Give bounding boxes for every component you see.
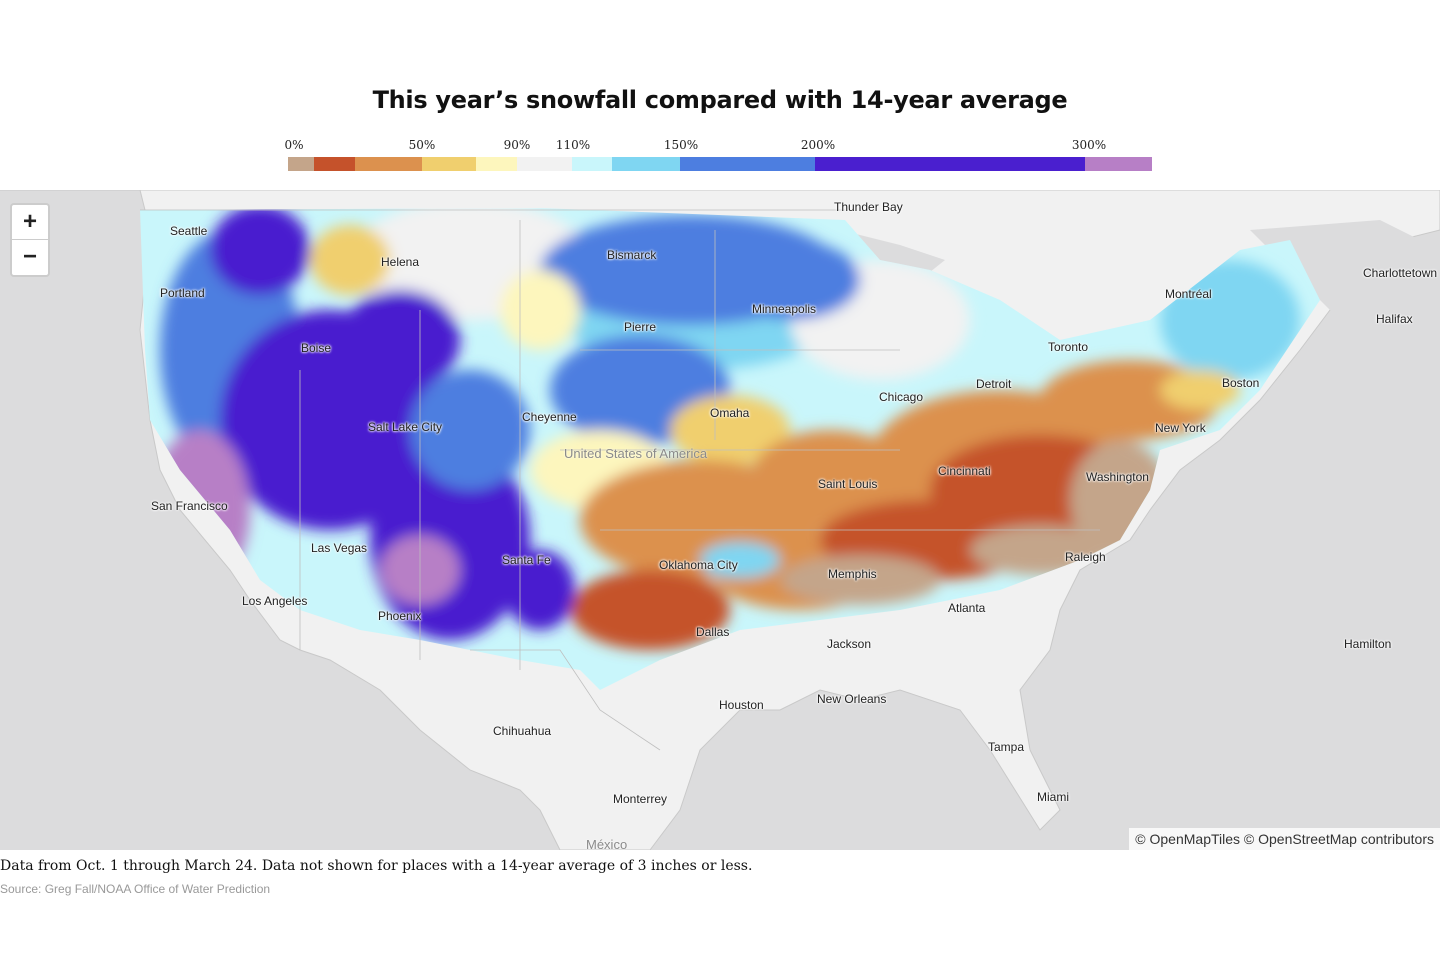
- city-label: Salt Lake City: [368, 420, 443, 434]
- legend-label-150: 150%: [663, 138, 699, 152]
- city-label: Seattle: [170, 224, 208, 238]
- borders: [140, 209, 1100, 751]
- city-label: Las Vegas: [311, 541, 368, 555]
- country-label: United States of America: [564, 446, 708, 461]
- city-label: Houston: [719, 698, 764, 712]
- city-label: Hamilton: [1344, 637, 1392, 651]
- city-label: Raleigh: [1065, 550, 1106, 564]
- city-label: Santa Fe: [502, 553, 551, 567]
- legend-label-0: 0%: [284, 138, 304, 152]
- legend-label-300: 300%: [1071, 138, 1107, 152]
- city-label: San Francisco: [151, 499, 228, 513]
- zoom-out-button[interactable]: −: [22, 243, 37, 270]
- map-graphics: [0, 190, 1440, 850]
- map-attribution[interactable]: © OpenMapTiles © OpenStreetMap contribut…: [1129, 828, 1440, 850]
- city-label: Detroit: [976, 377, 1012, 391]
- city-label: Cincinnati: [938, 464, 991, 478]
- legend-swatch-9: [815, 157, 1085, 171]
- city-label: Memphis: [828, 567, 877, 581]
- legend-swatch-5: [517, 157, 572, 171]
- city-label: Boise: [301, 341, 332, 355]
- source-line: Source: Greg Fall/NOAA Office of Water P…: [0, 882, 271, 896]
- city-label: Los Angeles: [242, 594, 308, 608]
- map-canvas[interactable]: [0, 190, 1440, 850]
- zoom-control: + −: [10, 203, 50, 277]
- city-label: Charlottetown: [1363, 266, 1438, 280]
- city-label: Cheyenne: [522, 410, 577, 424]
- city-label: Atlanta: [948, 601, 986, 615]
- legend-swatch-4: [476, 157, 517, 171]
- data-note: Data from Oct. 1 through March 24. Data …: [0, 858, 753, 874]
- city-label: Portland: [160, 286, 205, 300]
- snowfall-overlay: [140, 208, 1320, 690]
- city-label: Omaha: [710, 406, 750, 420]
- city-label: Montréal: [1165, 287, 1212, 301]
- city-label: Helena: [381, 255, 420, 269]
- city-label: Pierre: [624, 320, 657, 334]
- chart-title: This year’s snowfall compared with 14-ye…: [372, 86, 1068, 114]
- legend-swatch-1: [314, 157, 355, 171]
- color-legend: 0% 50% 90% 110% 150% 200% 300%: [284, 138, 1152, 172]
- country-label: México: [586, 837, 628, 852]
- city-label: Chicago: [879, 390, 924, 404]
- city-label: Oklahoma City: [659, 558, 738, 572]
- city-label: Dallas: [696, 625, 730, 639]
- city-label: Jackson: [827, 637, 872, 651]
- legend-swatch-2: [355, 157, 422, 171]
- legend-swatch-6: [572, 157, 612, 171]
- legend-swatch-8: [680, 157, 815, 171]
- city-label: Monterrey: [613, 792, 668, 806]
- city-label: New Orleans: [817, 692, 887, 706]
- gulf-of-st-lawrence: [1250, 220, 1440, 330]
- city-label: Thunder Bay: [834, 200, 903, 214]
- city-label: Miami: [1037, 790, 1069, 804]
- zoom-in-button[interactable]: +: [12, 205, 48, 240]
- legend-label-50: 50%: [408, 138, 436, 152]
- city-label: Halifax: [1376, 312, 1413, 326]
- city-label: Chihuahua: [493, 724, 552, 738]
- city-label: Toronto: [1048, 340, 1089, 354]
- legend-swatch-10: [1085, 157, 1152, 171]
- legend-label-200: 200%: [800, 138, 836, 152]
- city-label: Tampa: [988, 740, 1025, 754]
- legend-swatch-7: [612, 157, 680, 171]
- legend-swatch-0: [288, 157, 314, 171]
- city-label: Minneapolis: [752, 302, 817, 316]
- city-label: Bismarck: [607, 248, 657, 262]
- city-label: New York: [1155, 421, 1206, 435]
- legend-swatch-3: [422, 157, 476, 171]
- legend-label-110: 110%: [555, 138, 591, 152]
- city-label: Washington: [1086, 470, 1149, 484]
- city-label: Saint Louis: [818, 477, 878, 491]
- legend-label-90: 90%: [503, 138, 531, 152]
- city-label: Phoenix: [378, 609, 422, 623]
- city-label: Boston: [1222, 376, 1260, 390]
